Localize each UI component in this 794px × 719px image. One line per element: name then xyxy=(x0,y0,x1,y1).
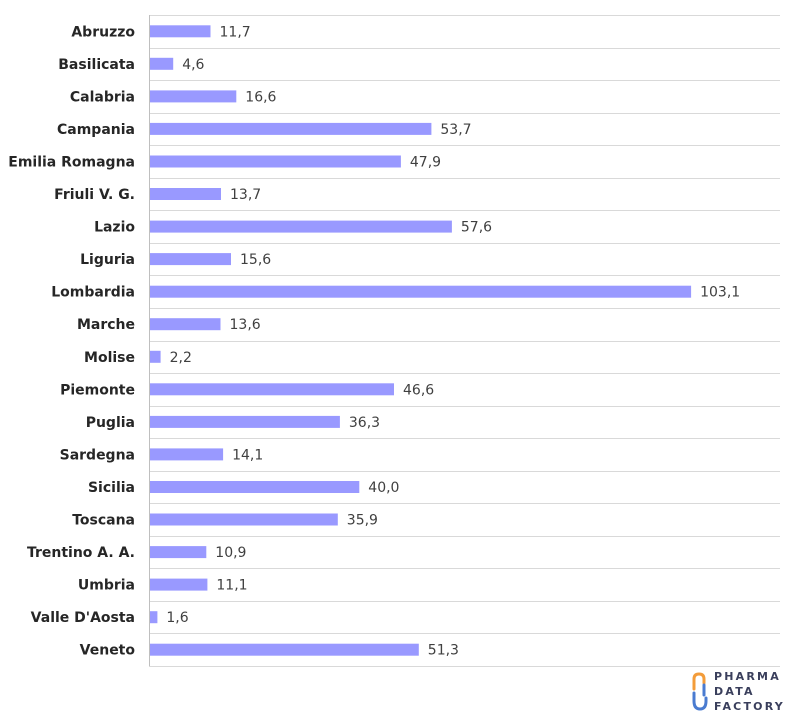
value-label: 14,1 xyxy=(232,447,263,463)
category-label: Trentino A. A. xyxy=(27,545,135,561)
category-label: Puglia xyxy=(86,415,135,431)
category-label: Liguria xyxy=(80,252,135,268)
bar xyxy=(149,611,158,624)
bar xyxy=(149,578,208,591)
bar xyxy=(149,643,419,656)
bar xyxy=(149,383,394,396)
category-label: Friuli V. G. xyxy=(54,187,135,203)
value-label: 36,3 xyxy=(349,415,380,431)
category-label: Sicilia xyxy=(88,480,135,496)
value-label: 13,6 xyxy=(230,317,261,333)
value-label: 1,6 xyxy=(166,610,188,626)
category-labels: Abruzzo Basilicata Calabria Campania Emilia … xyxy=(8,24,135,658)
category-label: Basilicata xyxy=(58,57,135,73)
value-label: 13,7 xyxy=(230,187,261,203)
category-label: Sardegna xyxy=(60,447,135,463)
bar xyxy=(149,122,432,135)
value-label: 11,1 xyxy=(216,578,247,594)
bar xyxy=(149,90,237,103)
bar xyxy=(149,25,211,38)
value-label: 11,7 xyxy=(220,24,251,40)
category-label: Marche xyxy=(77,317,135,333)
gridlines xyxy=(149,15,780,667)
value-label: 4,6 xyxy=(182,57,204,73)
category-label: Toscana xyxy=(72,513,135,529)
bar xyxy=(149,546,207,559)
category-label: Emilia Romagna xyxy=(8,155,135,171)
bars xyxy=(149,25,692,656)
bar xyxy=(149,318,221,331)
bar xyxy=(149,415,340,428)
bar xyxy=(149,285,692,298)
category-label: Abruzzo xyxy=(71,24,135,40)
bar xyxy=(149,350,161,363)
logo-line-3: FACTORY xyxy=(714,700,785,713)
value-label: 51,3 xyxy=(428,643,459,659)
category-label: Campania xyxy=(57,122,135,138)
value-labels: 11,7 4,6 16,6 53,7 47,9 13,7 57,6 15,6 103,1 13,6… xyxy=(166,24,740,658)
value-label: 10,9 xyxy=(215,545,246,561)
value-label: 15,6 xyxy=(240,252,271,268)
bar xyxy=(149,253,231,266)
bar xyxy=(149,188,221,200)
logo-wordmark: PHARMA DATA FACTORY xyxy=(714,669,785,714)
pharma-data-factory-logo: PHARMA DATA FACTORY xyxy=(690,669,790,715)
value-label: 40,0 xyxy=(368,480,399,496)
bar xyxy=(149,513,338,526)
category-label: Calabria xyxy=(70,89,135,105)
category-label: Lazio xyxy=(94,220,135,236)
value-label: 2,2 xyxy=(170,350,192,366)
value-label: 16,6 xyxy=(245,89,276,105)
value-label: 46,6 xyxy=(403,382,434,398)
value-label: 103,1 xyxy=(700,285,740,301)
logo-line-1: PHARMA xyxy=(714,670,781,683)
bar xyxy=(149,448,224,461)
value-label: 35,9 xyxy=(347,513,378,529)
logo-line-2: DATA xyxy=(714,685,755,698)
logo-mark-icon xyxy=(692,672,708,711)
bar xyxy=(149,57,174,70)
category-label: Veneto xyxy=(80,643,136,659)
category-label: Umbria xyxy=(78,578,135,594)
category-label: Valle D'Aosta xyxy=(31,610,135,626)
category-label: Lombardia xyxy=(51,285,135,301)
bar xyxy=(149,481,360,493)
value-label: 47,9 xyxy=(410,155,441,171)
value-label: 53,7 xyxy=(440,122,471,138)
value-label: 57,6 xyxy=(461,220,492,236)
bar xyxy=(149,220,452,233)
category-label: Molise xyxy=(84,350,135,366)
category-label: Piemonte xyxy=(60,382,135,398)
bar xyxy=(149,155,401,168)
